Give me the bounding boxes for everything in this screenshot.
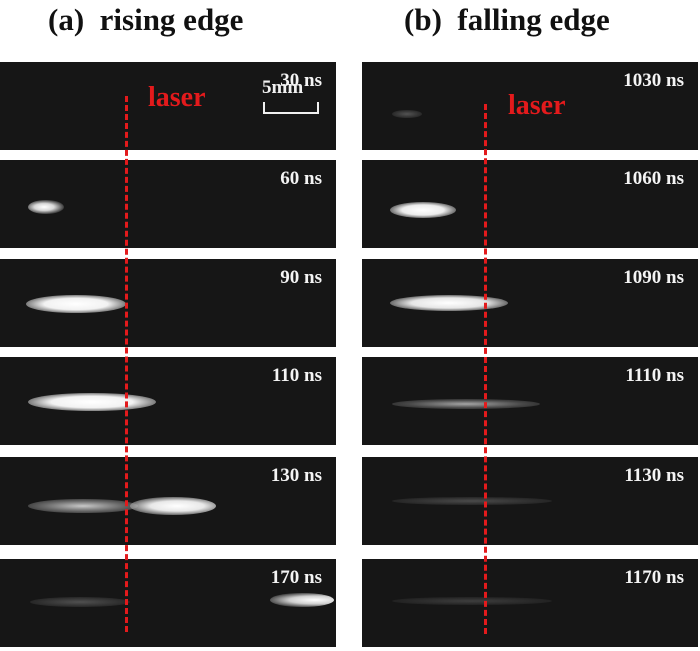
- panel-b-2: 1060 ns: [362, 160, 698, 248]
- plasma-streak: [28, 499, 138, 513]
- time-label: 1170 ns: [624, 567, 684, 588]
- panel-b-4: 1110 ns: [362, 357, 698, 445]
- time-label: 130 ns: [270, 465, 322, 486]
- panel-a-6: 170 ns: [0, 559, 336, 647]
- time-label: 170 ns: [270, 567, 322, 588]
- panel-b-1: 1030 ns laser: [362, 62, 698, 150]
- panel-a-2: 60 ns: [0, 160, 336, 248]
- plasma-streak: [390, 202, 456, 218]
- laser-label: laser: [148, 82, 206, 113]
- time-label: 1030 ns: [623, 70, 684, 91]
- laser-line-a: [125, 96, 128, 632]
- laser-label: laser: [508, 90, 566, 121]
- plasma-streak-faint: [30, 597, 130, 607]
- plasma-streak: [392, 399, 540, 409]
- scale-label: 5mm: [262, 77, 304, 98]
- plasma-streak: [28, 393, 156, 411]
- plasma-streak: [26, 295, 126, 313]
- time-label: 1110 ns: [625, 365, 684, 386]
- panel-a-5: 130 ns: [0, 457, 336, 545]
- plasma-streak-faint: [392, 110, 422, 118]
- scale-bar: [263, 102, 319, 114]
- panel-b-6: 1170 ns: [362, 559, 698, 647]
- time-label: 90 ns: [280, 267, 322, 288]
- plasma-streak: [28, 200, 64, 214]
- plasma-streak: [390, 295, 508, 311]
- time-label: 1090 ns: [623, 267, 684, 288]
- panel-a-1: 30 ns 5mm laser: [0, 62, 336, 150]
- panel-a-4: 110 ns: [0, 357, 336, 445]
- plasma-streak-faint: [392, 497, 552, 505]
- plasma-streak-bright: [270, 593, 334, 607]
- panel-b-5: 1130 ns: [362, 457, 698, 545]
- panel-b-3: 1090 ns: [362, 259, 698, 347]
- time-label: 1060 ns: [623, 168, 684, 189]
- plasma-streak-bright: [130, 497, 216, 515]
- column-title-b: (b) falling edge: [404, 2, 610, 37]
- plasma-streak-faint: [392, 597, 552, 605]
- panel-a-3: 90 ns: [0, 259, 336, 347]
- laser-line-b: [484, 104, 487, 634]
- time-label: 110 ns: [271, 365, 322, 386]
- time-label: 1130 ns: [624, 465, 684, 486]
- time-label: 30 ns: [280, 70, 322, 91]
- column-title-a: (a) rising edge: [48, 2, 244, 37]
- time-label: 60 ns: [280, 168, 322, 189]
